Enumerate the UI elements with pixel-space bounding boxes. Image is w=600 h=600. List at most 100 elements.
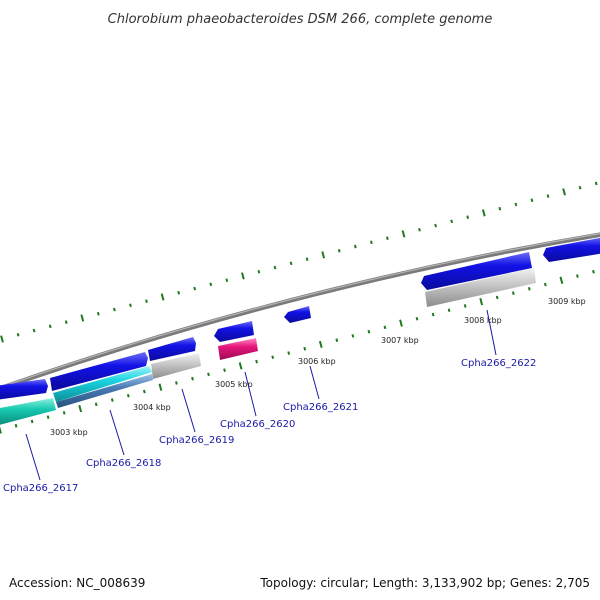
- gene-feature-pink[interactable]: [218, 338, 258, 360]
- tick-mark: [191, 376, 194, 381]
- tick-mark: [481, 209, 486, 217]
- tick-mark: [418, 227, 421, 232]
- tick-mark: [511, 291, 515, 295]
- tick-mark: [431, 312, 435, 317]
- tick-mark: [177, 290, 181, 295]
- gene-feature-grey[interactable]: [151, 353, 201, 379]
- genome-backbone: [0, 232, 600, 391]
- tick-mark: [463, 304, 467, 308]
- tick-mark: [578, 185, 582, 190]
- tick-label: 3009 kbp: [548, 297, 586, 306]
- gene-label-leader: [181, 388, 196, 433]
- tick-mark: [225, 278, 229, 282]
- tick-mark: [110, 398, 114, 402]
- gene-feature-teal[interactable]: [0, 398, 56, 426]
- tick-mark: [450, 219, 454, 224]
- tick-mark: [562, 188, 566, 196]
- tick-mark: [594, 181, 598, 186]
- tick-mark: [126, 393, 130, 398]
- tick-mark: [514, 202, 518, 207]
- accession-text: Accession: NC_008639: [9, 576, 145, 590]
- gene-feature-steel[interactable]: [56, 374, 153, 408]
- gene-label-leader: [109, 409, 125, 456]
- tick-mark: [142, 389, 146, 394]
- tick-label: 3005 kbp: [215, 380, 253, 389]
- tick-mark: [530, 198, 534, 203]
- gene-feature-blue[interactable]: [284, 306, 311, 323]
- gene-label-leader: [309, 365, 320, 400]
- tick-mark: [337, 248, 341, 253]
- tick-mark: [16, 332, 20, 337]
- tick-mark: [241, 272, 245, 280]
- tick-label: 3004 kbp: [133, 403, 171, 412]
- gene-label-leader: [25, 433, 41, 481]
- tick-mark: [527, 287, 531, 291]
- tick-mark: [289, 261, 293, 266]
- tick-mark: [145, 299, 148, 303]
- tick-mark: [80, 314, 85, 322]
- tick-mark: [399, 319, 403, 327]
- tick-mark: [498, 206, 502, 211]
- tick-mark: [351, 334, 355, 338]
- gene-label[interactable]: Cpha266_2619: [159, 435, 234, 446]
- gene-feature-blue[interactable]: [50, 352, 148, 391]
- tick-mark: [318, 340, 323, 349]
- tick-mark: [592, 269, 595, 274]
- map-title: Chlorobium phaeobacteroides DSM 266, com…: [108, 12, 493, 27]
- gene-label-leader: [244, 371, 257, 417]
- tick-mark: [207, 372, 210, 377]
- gene-feature-grey[interactable]: [425, 268, 536, 307]
- tick-mark: [0, 426, 2, 434]
- tick-mark: [257, 269, 261, 274]
- tick-mark: [303, 346, 307, 351]
- tick-mark: [94, 402, 98, 407]
- tick-mark: [32, 328, 36, 333]
- tick-mark: [335, 338, 339, 342]
- tick-mark: [321, 251, 326, 259]
- tick-label: 3003 kbp: [50, 428, 88, 437]
- outer-tick-track: [0, 181, 598, 343]
- tick-mark: [543, 282, 547, 287]
- tick-mark: [386, 236, 389, 240]
- gene-feature-blue[interactable]: [148, 337, 196, 361]
- tick-mark: [96, 311, 100, 316]
- tick-mark: [415, 316, 419, 321]
- genome-backbone-highlight: [0, 233, 600, 389]
- tick-mark: [238, 362, 243, 370]
- tick-mark: [193, 286, 197, 291]
- tick-mark: [546, 194, 550, 198]
- gene-label[interactable]: Cpha266_2620: [220, 419, 295, 430]
- gene-label[interactable]: Cpha266_2621: [283, 402, 358, 413]
- gene-label[interactable]: Cpha266_2617: [3, 483, 78, 494]
- gene-feature-blue[interactable]: [0, 379, 48, 400]
- tick-mark: [129, 303, 132, 308]
- tick-mark: [14, 423, 18, 428]
- tick-label: 3006 kbp: [298, 357, 336, 366]
- tick-mark: [271, 355, 275, 360]
- tick-mark: [158, 383, 163, 391]
- tick-mark: [479, 298, 484, 306]
- tick-mark: [305, 257, 309, 261]
- tick-mark: [370, 240, 373, 245]
- tick-mark: [255, 359, 258, 364]
- tick-mark: [559, 276, 564, 284]
- tick-mark: [0, 335, 4, 343]
- gene-feature-cyan[interactable]: [53, 366, 152, 402]
- tick-mark: [576, 274, 579, 278]
- tick-mark: [383, 325, 387, 330]
- gene-label[interactable]: Cpha266_2622: [461, 358, 536, 369]
- tick-mark: [113, 307, 116, 312]
- genome-summary-text: Topology: circular; Length: 3,133,902 bp…: [259, 576, 590, 590]
- tick-mark: [287, 351, 291, 355]
- gene-label[interactable]: Cpha266_2618: [86, 458, 161, 469]
- tick-mark: [401, 230, 406, 238]
- gene-label-leader: [486, 309, 497, 356]
- gene-feature-blue[interactable]: [421, 252, 532, 290]
- tick-mark: [466, 215, 470, 219]
- tick-mark: [175, 381, 178, 385]
- tick-mark: [353, 244, 357, 249]
- gene-feature-blue[interactable]: [214, 321, 254, 342]
- gene-feature-blue[interactable]: [543, 237, 600, 262]
- tick-label: 3008 kbp: [464, 316, 502, 325]
- inner-tick-track: [0, 269, 595, 434]
